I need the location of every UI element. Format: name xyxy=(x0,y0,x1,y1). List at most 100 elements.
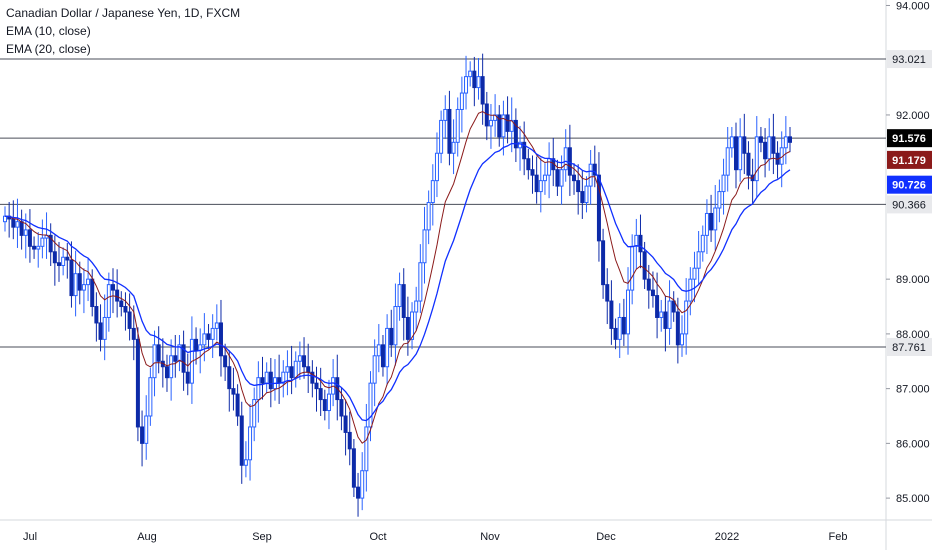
x-tick-label: Sep xyxy=(252,531,272,543)
candle-up xyxy=(385,327,390,368)
candle-down xyxy=(505,114,510,132)
candle-down xyxy=(268,371,273,390)
candle-down xyxy=(318,388,323,401)
candle-up xyxy=(754,136,759,182)
candle-down xyxy=(173,355,178,362)
candle-down xyxy=(235,393,240,417)
y-tick-label: 94.000 xyxy=(896,0,930,12)
candle-down xyxy=(638,234,643,253)
candle-up xyxy=(459,92,464,110)
candle-down xyxy=(90,278,95,308)
candle-up xyxy=(767,136,772,160)
candle-up xyxy=(704,212,709,236)
candle-up xyxy=(397,284,402,308)
candle-up xyxy=(410,311,415,340)
candle-up xyxy=(177,344,182,362)
candle-down xyxy=(19,221,24,236)
candle-down xyxy=(69,259,74,297)
candle-up xyxy=(700,234,705,253)
candle-down xyxy=(119,300,124,308)
candle-down xyxy=(306,366,311,373)
candle-down xyxy=(135,338,140,428)
candle-up xyxy=(372,355,377,384)
candle-down xyxy=(663,311,668,329)
candle-up xyxy=(285,366,290,373)
candle-up xyxy=(729,136,734,149)
candle-up xyxy=(667,300,672,329)
candle-up xyxy=(684,300,689,335)
candle-down xyxy=(763,141,768,160)
candle-up xyxy=(61,256,66,266)
x-tick-label: Dec xyxy=(596,531,616,543)
candle-up xyxy=(455,108,460,143)
candle-up xyxy=(414,300,419,313)
candle-down xyxy=(94,306,99,324)
candle-up xyxy=(214,322,219,329)
candle-down xyxy=(522,141,527,160)
candle-down xyxy=(131,327,136,340)
candle-up xyxy=(256,377,261,401)
y-tick-label: 85.000 xyxy=(896,493,930,505)
candle-down xyxy=(11,218,16,228)
candle-up xyxy=(464,76,469,94)
candle-down xyxy=(534,174,539,193)
candle-up xyxy=(488,119,493,127)
candle-up xyxy=(293,360,298,379)
candle-up xyxy=(630,245,635,291)
y-tick-label: 88.000 xyxy=(896,329,930,341)
candle-up xyxy=(451,141,456,154)
price-label-text: 87.761 xyxy=(892,342,926,354)
candle-up xyxy=(426,202,431,231)
candle-down xyxy=(675,311,680,346)
candle-up xyxy=(40,237,45,247)
price-label-text: 91.576 xyxy=(892,133,926,145)
ema20-legend[interactable]: EMA (20, close) xyxy=(6,42,91,56)
price-label-text: 93.021 xyxy=(892,54,926,66)
candle-down xyxy=(650,289,655,297)
candle-down xyxy=(127,311,132,329)
candle-down xyxy=(526,158,531,171)
ema10-line xyxy=(4,111,791,444)
candle-up xyxy=(248,426,253,461)
candle-up xyxy=(430,180,435,204)
y-tick-label: 87.000 xyxy=(896,384,930,396)
candle-down xyxy=(758,136,763,143)
y-tick-label: 92.000 xyxy=(896,110,930,122)
candle-down xyxy=(322,399,327,412)
candle-down xyxy=(605,284,610,302)
candle-down xyxy=(746,152,751,176)
candle-down xyxy=(576,180,581,193)
candle-down xyxy=(497,114,502,138)
candle-up xyxy=(102,316,107,340)
candle-down xyxy=(218,322,223,357)
candle-down xyxy=(351,448,356,488)
candle-down xyxy=(742,136,747,154)
candle-down xyxy=(277,377,282,384)
candle-down xyxy=(513,119,518,149)
candle-up xyxy=(264,371,269,384)
ema10-legend[interactable]: EMA (10, close) xyxy=(6,24,91,38)
candle-up xyxy=(364,426,369,472)
candle-down xyxy=(347,431,352,450)
candle-up xyxy=(563,147,568,171)
candle-down xyxy=(98,322,103,340)
candle-up xyxy=(542,174,547,182)
candle-up xyxy=(23,229,28,236)
candle-down xyxy=(314,382,319,390)
candle-down xyxy=(655,295,660,318)
price-label-text: 90.726 xyxy=(892,180,926,192)
candle-down xyxy=(596,174,601,242)
price-label-text: 90.366 xyxy=(892,199,926,211)
price-label-box xyxy=(887,337,932,356)
candle-down xyxy=(788,136,792,143)
x-tick-label: Jul xyxy=(23,531,37,543)
candle-down xyxy=(572,174,577,182)
candle-up xyxy=(106,284,111,318)
candle-up xyxy=(659,311,664,318)
candle-down xyxy=(164,366,169,379)
chart-legend: Canadian Dollar / Japanese Yen, 1D, FXCM… xyxy=(6,4,240,58)
candle-down xyxy=(613,327,618,340)
candle-up xyxy=(692,267,697,280)
